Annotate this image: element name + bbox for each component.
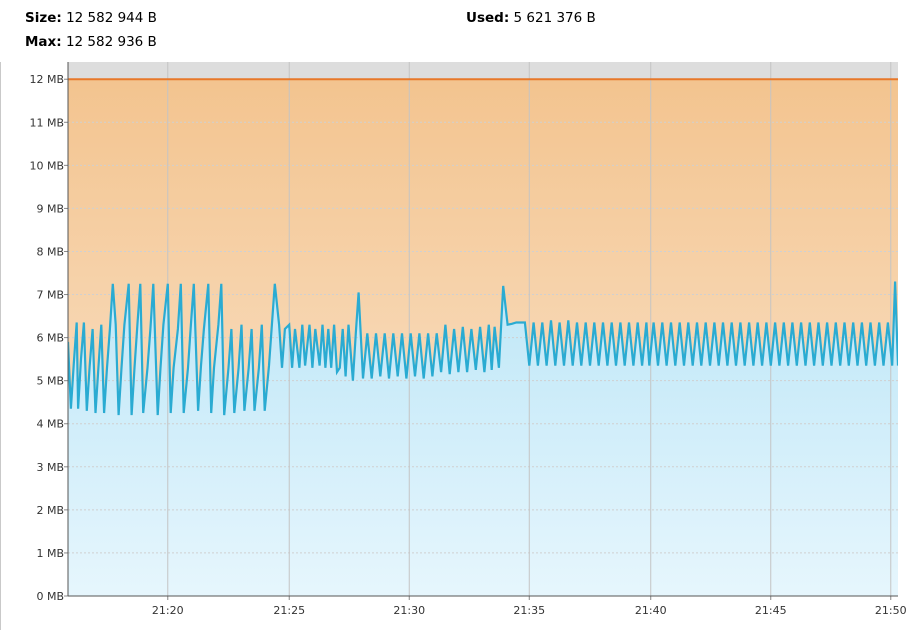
used-stat: Used: 5 621 376 B [466,10,596,26]
y-tick-label: 10 MB [29,159,64,172]
size-label: Size: [25,10,62,26]
y-tick-label: 12 MB [29,73,64,86]
x-tick-label: 21:40 [635,604,667,617]
y-tick-label: 6 MB [36,332,64,345]
used-value: 5 621 376 B [513,10,596,26]
max-stat: Max: 12 582 936 B [25,34,157,50]
y-tick-label: 8 MB [36,245,64,258]
size-value: 12 582 944 B [66,10,157,26]
x-tick-label: 21:35 [513,604,545,617]
x-tick-label: 21:20 [152,604,184,617]
x-tick-label: 21:45 [755,604,787,617]
used-area [68,281,898,596]
y-tick-label: 1 MB [36,547,64,560]
y-tick-label: 11 MB [29,116,64,129]
max-value: 12 582 936 B [65,34,157,50]
used-label: Used: [466,10,510,26]
y-tick-label: 0 MB [36,590,64,603]
y-tick-label: 4 MB [36,418,64,431]
y-tick-label: 5 MB [36,375,64,388]
y-tick-label: 2 MB [36,504,64,517]
memory-stats-header: Size: 12 582 944 B Max: 12 582 936 B Use… [0,0,911,62]
x-tick-label: 21:25 [273,604,305,617]
x-tick-label: 21:50 [875,604,907,617]
y-tick-label: 7 MB [36,289,64,302]
used-memory-line [68,281,898,416]
chart-header-band [68,62,898,80]
panel-left-border [0,62,1,630]
x-tick-label: 21:30 [393,604,425,617]
max-label: Max: [25,34,62,50]
y-tick-label: 3 MB [36,461,64,474]
y-tick-label: 9 MB [36,202,64,215]
size-stat: Size: 12 582 944 B [25,10,157,26]
